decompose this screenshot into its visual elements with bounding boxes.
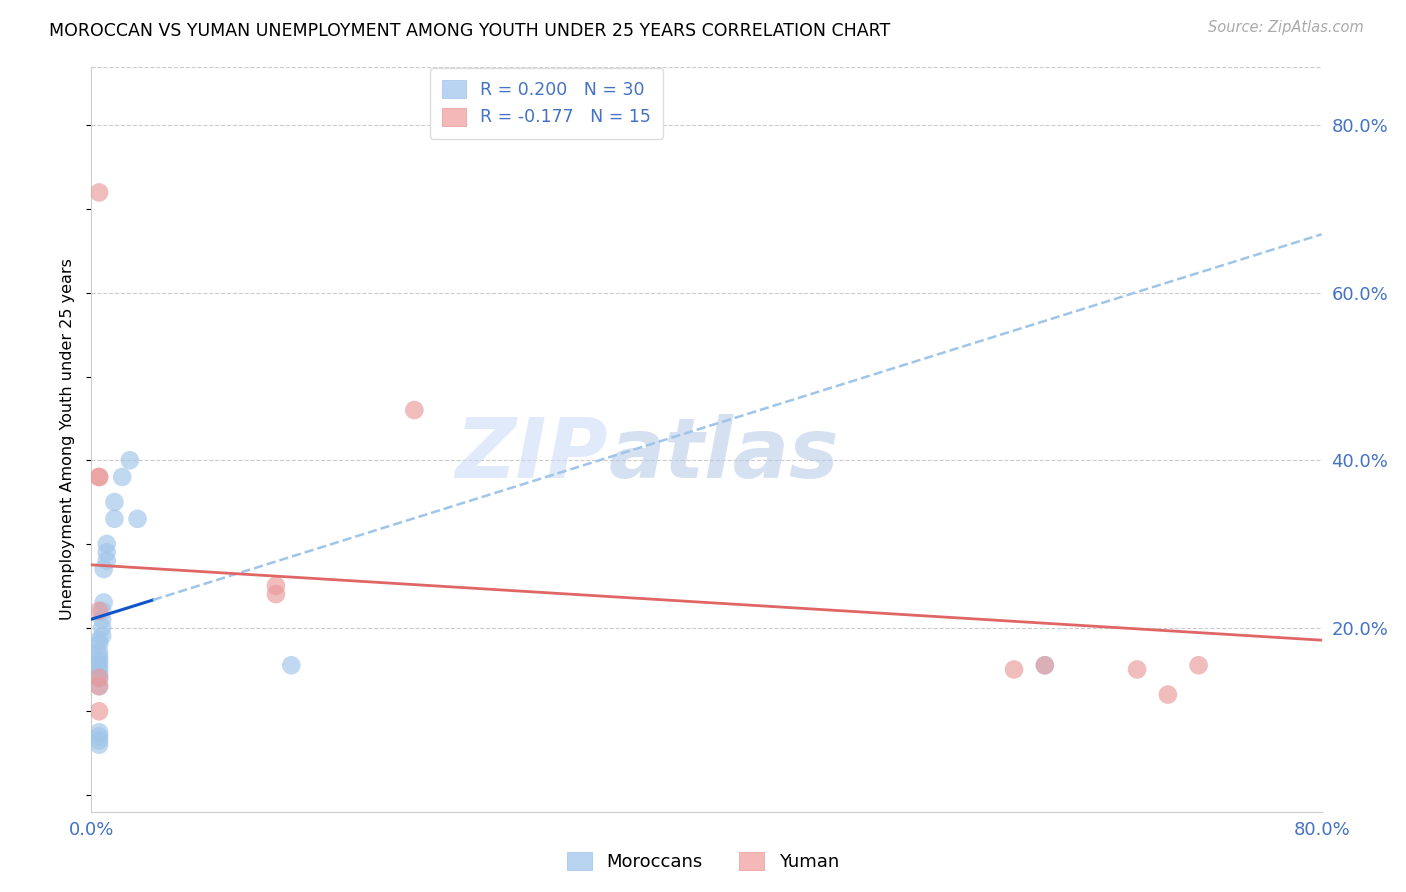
Point [91, 629, 114, 643]
Point [87, 679, 110, 693]
Point [111, 470, 134, 484]
Point [96, 545, 118, 559]
Point [1033, 658, 1056, 673]
Point [87, 671, 110, 685]
Text: atlas: atlas [607, 414, 839, 495]
Point [87, 604, 110, 618]
Point [91, 612, 114, 626]
Point [118, 453, 141, 467]
Point [96, 537, 118, 551]
Point [87, 654, 110, 668]
Text: Source: ZipAtlas.com: Source: ZipAtlas.com [1208, 20, 1364, 35]
Point [127, 512, 149, 526]
Point [1187, 658, 1209, 673]
Point [87, 679, 110, 693]
Point [87, 733, 110, 747]
Point [87, 663, 110, 677]
Point [87, 649, 110, 664]
Point [87, 725, 110, 739]
Y-axis label: Unemployment Among Youth under 25 years: Unemployment Among Youth under 25 years [60, 259, 76, 620]
Point [87, 666, 110, 681]
Text: ZIP: ZIP [456, 414, 607, 495]
Point [87, 637, 110, 651]
Point [264, 587, 287, 601]
Point [1002, 663, 1025, 677]
Point [87, 671, 110, 685]
Point [96, 554, 118, 568]
Point [103, 495, 125, 509]
Point [87, 730, 110, 744]
Point [103, 512, 125, 526]
Point [87, 186, 110, 200]
Point [87, 470, 110, 484]
Point [93, 595, 115, 609]
Point [1157, 688, 1180, 702]
Point [264, 579, 287, 593]
Point [1126, 663, 1149, 677]
Point [91, 604, 114, 618]
Point [87, 658, 110, 673]
Text: MOROCCAN VS YUMAN UNEMPLOYMENT AMONG YOUTH UNDER 25 YEARS CORRELATION CHART: MOROCCAN VS YUMAN UNEMPLOYMENT AMONG YOU… [49, 22, 890, 40]
Point [87, 470, 110, 484]
Point [1033, 658, 1056, 673]
Point [404, 403, 426, 417]
Legend: Moroccans, Yuman: Moroccans, Yuman [560, 845, 846, 879]
Point [280, 658, 302, 673]
Point [91, 621, 114, 635]
Legend: R = 0.200   N = 30, R = -0.177   N = 15: R = 0.200 N = 30, R = -0.177 N = 15 [430, 68, 664, 138]
Point [87, 738, 110, 752]
Point [93, 562, 115, 576]
Point [87, 646, 110, 660]
Point [87, 704, 110, 718]
Point [87, 633, 110, 648]
